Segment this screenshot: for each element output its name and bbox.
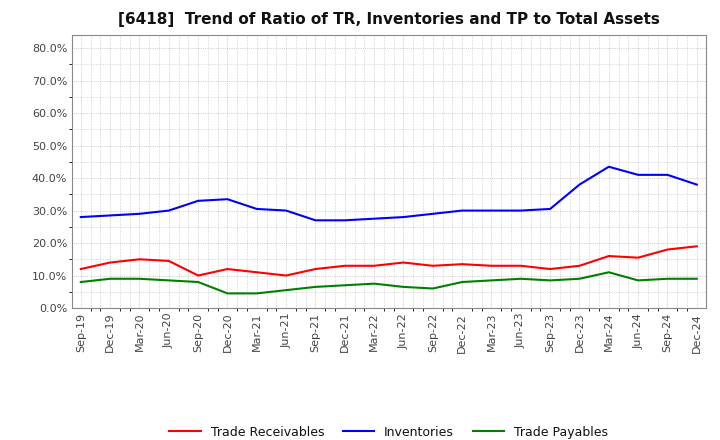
Trade Receivables [663, 247, 672, 252]
Trade Receivables [194, 273, 202, 278]
Trade Payables [370, 281, 379, 286]
Inventories [634, 172, 642, 177]
Trade Payables [487, 278, 496, 283]
Inventories [76, 214, 85, 220]
Trade Receivables [487, 263, 496, 268]
Trade Payables [546, 278, 554, 283]
Inventories [605, 164, 613, 169]
Inventories [428, 211, 437, 216]
Trade Payables [605, 270, 613, 275]
Inventories [399, 214, 408, 220]
Inventories [311, 218, 320, 223]
Trade Payables [458, 279, 467, 285]
Trade Receivables [605, 253, 613, 259]
Trade Payables [399, 284, 408, 290]
Trade Receivables [223, 266, 232, 271]
Trade Payables [428, 286, 437, 291]
Trade Receivables [311, 266, 320, 271]
Trade Receivables [428, 263, 437, 268]
Trade Payables [194, 279, 202, 285]
Inventories [164, 208, 173, 213]
Trade Receivables [135, 257, 144, 262]
Trade Receivables [76, 266, 85, 271]
Inventories [458, 208, 467, 213]
Trade Payables [516, 276, 525, 282]
Trade Receivables [693, 244, 701, 249]
Trade Payables [76, 279, 85, 285]
Inventories [282, 208, 290, 213]
Inventories [135, 211, 144, 216]
Trade Payables [663, 276, 672, 282]
Trade Payables [311, 284, 320, 290]
Inventories [663, 172, 672, 177]
Trade Payables [282, 287, 290, 293]
Line: Trade Receivables: Trade Receivables [81, 246, 697, 275]
Inventories [223, 197, 232, 202]
Inventories [516, 208, 525, 213]
Legend: Trade Receivables, Inventories, Trade Payables: Trade Receivables, Inventories, Trade Pa… [164, 421, 613, 440]
Trade Receivables [164, 258, 173, 264]
Trade Receivables [106, 260, 114, 265]
Trade Receivables [458, 261, 467, 267]
Trade Receivables [399, 260, 408, 265]
Inventories [106, 213, 114, 218]
Trade Receivables [546, 266, 554, 271]
Trade Payables [223, 291, 232, 296]
Trade Receivables [575, 263, 584, 268]
Inventories [546, 206, 554, 212]
Trade Receivables [370, 263, 379, 268]
Trade Receivables [634, 255, 642, 260]
Inventories [341, 218, 349, 223]
Trade Payables [106, 276, 114, 282]
Trade Payables [634, 278, 642, 283]
Trade Payables [135, 276, 144, 282]
Inventories [253, 206, 261, 212]
Trade Receivables [282, 273, 290, 278]
Inventories [370, 216, 379, 221]
Inventories [575, 182, 584, 187]
Trade Payables [164, 278, 173, 283]
Inventories [194, 198, 202, 203]
Inventories [487, 208, 496, 213]
Inventories [693, 182, 701, 187]
Trade Payables [341, 282, 349, 288]
Trade Payables [693, 276, 701, 282]
Trade Receivables [341, 263, 349, 268]
Trade Payables [575, 276, 584, 282]
Trade Receivables [516, 263, 525, 268]
Line: Trade Payables: Trade Payables [81, 272, 697, 293]
Line: Inventories: Inventories [81, 167, 697, 220]
Title: [6418]  Trend of Ratio of TR, Inventories and TP to Total Assets: [6418] Trend of Ratio of TR, Inventories… [118, 12, 660, 27]
Trade Receivables [253, 270, 261, 275]
Trade Payables [253, 291, 261, 296]
